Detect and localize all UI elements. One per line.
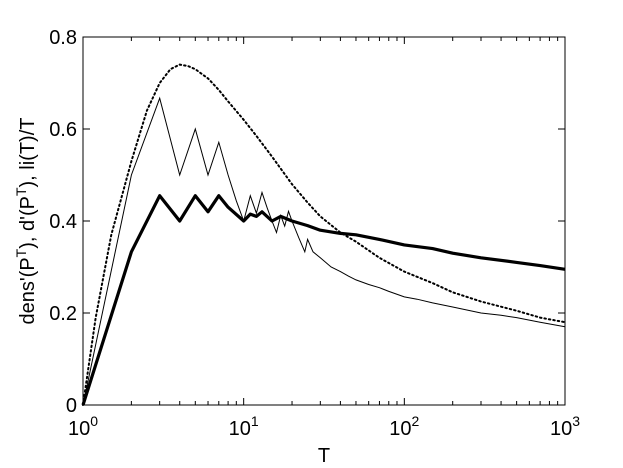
series-line-thin [82,96,566,406]
y-axis-label-part3: ), li(T)/T [17,117,39,187]
x-tick-label: 102 [389,413,419,440]
y-tick-label: 0.4 [49,211,77,233]
y-axis-label-part1: dens'(P [17,257,39,324]
y-tick-labels: 0 0.2 0.4 0.6 0.8 [49,27,77,417]
plot-area [82,36,566,406]
y-axis-label-part2: ), d'(P [17,196,39,249]
series-line-dotted [82,63,566,406]
x-tick-label: 100 [68,413,98,440]
y-axis-label-sup2: T [13,187,29,196]
series-layer [81,63,566,406]
y-tick-label: 0.2 [49,303,77,325]
x-tick-label-exponent: 1 [251,413,259,429]
x-tick-label: 101 [229,413,259,440]
x-axis-label: T [318,445,330,467]
x-tick-label-exponent: 2 [412,413,420,429]
y-axis-label-sup1: T [13,248,29,257]
y-tick-label: 0.6 [49,119,77,141]
y-axis-label: dens'(PT), d'(PT), li(T)/T [13,117,39,324]
x-tick-label-base: 10 [68,418,90,440]
x-tick-label: 103 [550,413,580,440]
y-tick-label: 0 [66,395,77,417]
x-tick-label-base: 10 [389,418,411,440]
y-tick-label: 0.8 [49,27,77,49]
tick-layer [82,36,566,406]
x-tick-label-exponent: 0 [90,413,98,429]
x-tick-label-exponent: 3 [572,413,580,429]
x-tick-label-base: 10 [550,418,572,440]
x-tick-label-base: 10 [229,418,251,440]
x-tick-labels: 100 101 102 103 [68,413,580,440]
series-line-thick [81,194,566,406]
